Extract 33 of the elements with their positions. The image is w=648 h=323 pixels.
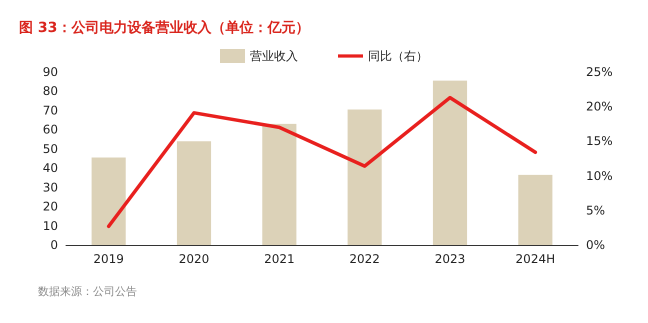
y2-tick-label: 15% xyxy=(586,134,613,148)
bar xyxy=(176,141,212,245)
source-note: 数据来源：公司公告 xyxy=(38,285,137,298)
y2-tick-label: 10% xyxy=(586,168,613,183)
bar xyxy=(92,158,126,245)
y2-tick-label: 5% xyxy=(586,203,606,218)
bar xyxy=(432,80,468,245)
bar xyxy=(262,124,296,245)
bar xyxy=(518,174,552,245)
y-tick-label: 90 xyxy=(42,65,58,79)
x-tick-label: 2024H xyxy=(516,252,556,266)
x-tick-label: 2022 xyxy=(349,252,380,266)
y-tick-label: 20 xyxy=(42,200,58,214)
line-series xyxy=(106,96,538,228)
x-tick-label: 2021 xyxy=(264,252,295,266)
y-tick-label: 60 xyxy=(42,122,58,137)
x-tick-label: 2023 xyxy=(434,252,466,266)
bar xyxy=(348,109,382,245)
x-tick-label: 2019 xyxy=(93,252,124,266)
y-tick-label: 0 xyxy=(50,238,58,252)
y-tick-label: 30 xyxy=(42,180,58,194)
y2-tick-label: 20% xyxy=(586,100,613,114)
y-tick-label: 80 xyxy=(42,84,58,98)
chart-title: 图 33：公司电力设备营业收入（单位：亿元） xyxy=(19,20,310,36)
y2-tick-label: 0% xyxy=(586,238,606,252)
y-tick-label: 10 xyxy=(42,218,58,233)
legend-label: 营业收入 xyxy=(250,49,298,63)
legend-label: 同比（右） xyxy=(368,49,428,63)
x-tick-label: 2020 xyxy=(178,252,210,266)
y-tick-label: 40 xyxy=(42,161,58,176)
y-tick-label: 70 xyxy=(42,103,58,118)
y-tick-label: 50 xyxy=(42,142,58,156)
y2-tick-label: 25% xyxy=(586,65,613,79)
